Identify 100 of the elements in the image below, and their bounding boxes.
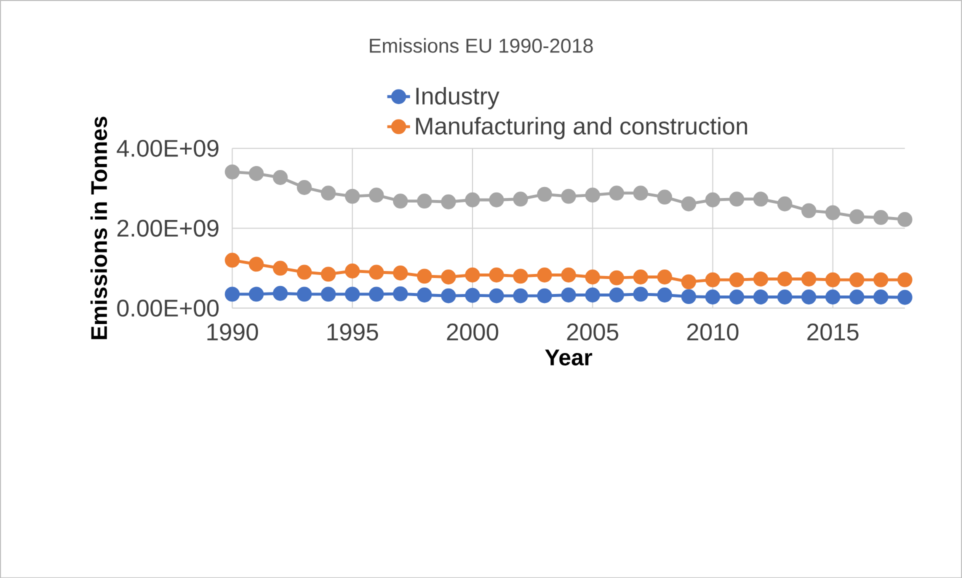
point bbox=[849, 209, 864, 224]
point bbox=[801, 289, 816, 304]
point bbox=[897, 212, 912, 227]
x-tick-label: 1990 bbox=[207, 323, 258, 340]
point bbox=[224, 252, 240, 268]
x-tick-label: 2005 bbox=[567, 323, 618, 340]
point bbox=[825, 272, 840, 288]
x-tick-label: 1995 bbox=[328, 323, 378, 340]
point bbox=[248, 286, 264, 302]
point bbox=[368, 187, 384, 202]
x-tick-label: 2015 bbox=[807, 323, 858, 340]
point bbox=[272, 170, 288, 185]
point bbox=[392, 265, 408, 280]
point bbox=[897, 290, 912, 305]
point bbox=[513, 268, 528, 284]
point bbox=[368, 286, 384, 302]
point bbox=[224, 286, 240, 302]
point bbox=[729, 191, 744, 206]
point bbox=[777, 289, 792, 304]
x-tick-label: 2000 bbox=[447, 323, 498, 340]
point bbox=[777, 271, 792, 286]
point bbox=[609, 185, 624, 200]
point bbox=[561, 188, 576, 204]
point bbox=[705, 192, 720, 208]
point bbox=[441, 269, 456, 284]
point bbox=[416, 268, 432, 284]
point bbox=[489, 288, 504, 304]
point bbox=[368, 264, 384, 280]
point bbox=[897, 272, 912, 288]
point bbox=[681, 274, 696, 290]
legend-label: Industry bbox=[416, 86, 500, 110]
point bbox=[609, 270, 624, 286]
point bbox=[416, 193, 432, 208]
point bbox=[801, 203, 816, 218]
point bbox=[729, 272, 744, 288]
point bbox=[825, 289, 840, 304]
point bbox=[801, 271, 816, 286]
point bbox=[272, 260, 288, 276]
point bbox=[392, 286, 408, 302]
point bbox=[248, 256, 264, 272]
chart-title: Emissions EU 1990-2018 bbox=[370, 38, 593, 53]
point bbox=[681, 196, 696, 212]
point bbox=[825, 205, 840, 220]
point bbox=[681, 288, 696, 304]
point bbox=[585, 269, 600, 284]
point bbox=[489, 192, 504, 208]
point bbox=[657, 287, 672, 302]
point bbox=[392, 193, 408, 208]
y-tick-label: 4.00E+09 bbox=[116, 140, 218, 157]
point bbox=[465, 288, 480, 303]
point bbox=[873, 210, 888, 225]
point bbox=[272, 286, 288, 301]
point bbox=[513, 288, 528, 304]
point bbox=[296, 264, 312, 280]
point bbox=[489, 267, 504, 282]
point bbox=[753, 271, 768, 286]
y-axis-title: Emissions in Tonnes bbox=[90, 116, 108, 339]
point bbox=[633, 269, 648, 284]
point bbox=[633, 185, 648, 200]
point bbox=[873, 272, 888, 288]
point bbox=[849, 289, 864, 304]
point bbox=[441, 194, 456, 210]
point bbox=[465, 267, 480, 282]
point bbox=[224, 164, 240, 180]
point bbox=[344, 188, 360, 204]
y-tick-label: 2.00E+09 bbox=[117, 220, 218, 237]
point bbox=[248, 166, 264, 181]
point bbox=[657, 189, 672, 204]
point bbox=[657, 269, 672, 284]
point bbox=[537, 186, 552, 202]
point bbox=[753, 289, 768, 304]
point bbox=[320, 185, 336, 200]
point bbox=[777, 196, 792, 212]
point bbox=[633, 286, 648, 302]
point bbox=[753, 191, 768, 206]
point bbox=[873, 289, 888, 304]
point bbox=[849, 272, 864, 288]
legend-label: Manufacturing and construction bbox=[416, 116, 748, 140]
point bbox=[585, 287, 600, 302]
point bbox=[729, 289, 744, 304]
point bbox=[537, 267, 552, 282]
point bbox=[705, 272, 720, 288]
point bbox=[320, 266, 336, 282]
x-axis-title: Year bbox=[545, 349, 592, 366]
point bbox=[441, 288, 456, 304]
point bbox=[561, 287, 576, 302]
point bbox=[705, 289, 720, 304]
point bbox=[296, 286, 312, 302]
point bbox=[320, 286, 336, 302]
y-tick-label: 0.00E+00 bbox=[117, 299, 219, 316]
point bbox=[585, 187, 600, 202]
x-tick-label: 2010 bbox=[687, 323, 738, 340]
point bbox=[344, 286, 360, 302]
point bbox=[296, 180, 312, 195]
point bbox=[537, 288, 552, 304]
point bbox=[416, 287, 432, 302]
point bbox=[513, 191, 528, 206]
point bbox=[561, 267, 576, 282]
point bbox=[609, 287, 624, 302]
point bbox=[344, 263, 360, 278]
